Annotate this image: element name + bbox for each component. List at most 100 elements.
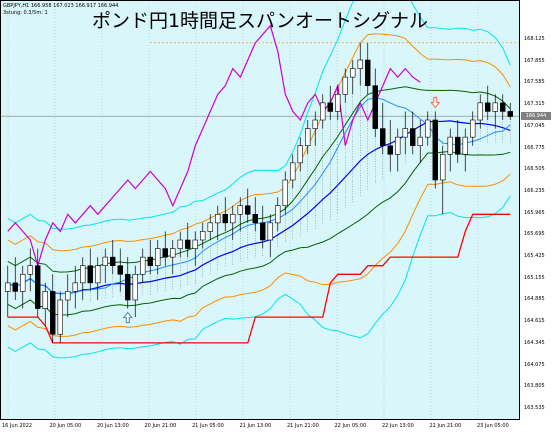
candle-bear [260, 205, 266, 249]
price-tick-label: 166.775 [524, 144, 545, 151]
candle-bull [237, 197, 243, 232]
candle-bull [27, 248, 33, 292]
candle-bear [245, 188, 251, 223]
candle-body [485, 102, 491, 112]
band-outer-upper [7, 0, 511, 230]
price-tick-label: 164.345 [524, 339, 545, 346]
candle-body [140, 256, 146, 275]
candle-bear [380, 102, 386, 155]
candle-bull [132, 265, 138, 318]
candle-body [387, 145, 393, 155]
candle-body [477, 102, 483, 121]
candle-body [350, 68, 356, 78]
candle-bear [162, 231, 168, 266]
candle-body [380, 128, 386, 147]
candle-body [162, 248, 168, 258]
candle-bull [57, 291, 63, 343]
candle-body [170, 248, 176, 258]
candle-bear [455, 120, 461, 163]
price-tick-label: 167.855 [524, 57, 545, 64]
time-axis: 16 Jun 2022 20 Jun 05:00 20 Jun 13:00 20 Ju… [0, 420, 520, 435]
candle-bull [95, 257, 101, 300]
chart-border [0, 0, 520, 420]
price-tick-label: 167.315 [524, 101, 545, 108]
candle-bear [110, 240, 116, 275]
candle-body [312, 119, 318, 129]
candle-body [147, 256, 153, 267]
candle-body [110, 256, 116, 267]
candle-body [12, 282, 18, 292]
candle-bull [207, 214, 213, 240]
candle-body [395, 136, 401, 155]
time-tick-label: 16 Jun 2022 [2, 423, 33, 429]
time-tick-label: 23 Jun 05:00 [477, 423, 509, 429]
candle-body [282, 179, 288, 207]
time-tick-label: 22 Jun 05:00 [334, 423, 367, 429]
candle-bear [222, 197, 228, 232]
candle-bull [477, 94, 483, 129]
candle-bull [447, 128, 453, 172]
span-line [7, 213, 511, 344]
candle-body [507, 111, 513, 117]
candle-body [365, 59, 371, 87]
candle-bear [507, 102, 513, 120]
chart-title: ポンド円1時間足スパンオートシグナル [91, 10, 429, 32]
candle-bear [87, 248, 93, 292]
candle-body [192, 239, 198, 249]
candle-bear [500, 94, 506, 120]
price-tick-label: 165.695 [524, 231, 545, 238]
candle-body [357, 59, 363, 69]
time-tick-label: 20 Jun 05:00 [49, 423, 82, 429]
time-tick-label: 20 Jun 21:00 [144, 423, 177, 429]
candle-body [177, 239, 183, 249]
candle-bull [402, 111, 408, 155]
candle-body [342, 76, 348, 95]
band-mid-upper [7, 33, 511, 252]
candle-bear [12, 257, 18, 300]
price-axis: 168.125 167.855 167.585 167.315 167.045 166.7… [520, 0, 553, 420]
candle-body [200, 231, 206, 241]
price-tick-label: 167.045 [524, 122, 545, 129]
current-price-label: 166.944 [521, 112, 551, 121]
candle-body [132, 273, 138, 301]
time-tick-label: 21 Jun 21:00 [287, 423, 319, 429]
candle-body [425, 119, 431, 138]
price-tick-label: 164.885 [524, 296, 545, 303]
candle-bear [35, 248, 41, 318]
candle-body [5, 282, 11, 292]
candle-bull [335, 85, 341, 120]
price-tick-label: 165.965 [524, 209, 545, 216]
candle-body [207, 222, 213, 232]
candle-body [102, 256, 108, 267]
candle-body [305, 128, 311, 147]
candle-body [267, 222, 273, 241]
candle-body [470, 119, 476, 138]
candle-body [500, 102, 506, 112]
candle-bull [350, 60, 356, 95]
candle-body [447, 136, 453, 155]
candle-bull [320, 94, 326, 129]
candle-bull [282, 171, 288, 215]
candle-body [87, 265, 93, 284]
candle-body [230, 213, 236, 224]
candle-bull [192, 231, 198, 266]
candle-body [185, 239, 191, 249]
sell-arrow-icon [430, 96, 441, 109]
candle-body [80, 265, 86, 284]
candle-bull [305, 120, 311, 155]
candle-body [252, 213, 258, 224]
chart-background [0, 0, 520, 420]
candle-bull [102, 248, 108, 283]
candle-bull [357, 42, 363, 86]
candle-bull [65, 274, 71, 318]
candle-body [372, 85, 378, 129]
candle-body [440, 153, 446, 181]
candle-body [402, 128, 408, 138]
candle-body [275, 205, 281, 224]
candle-body [455, 136, 461, 155]
band-inner-lower [7, 150, 511, 316]
candle-bull [395, 128, 401, 172]
candle-bull [492, 94, 498, 129]
